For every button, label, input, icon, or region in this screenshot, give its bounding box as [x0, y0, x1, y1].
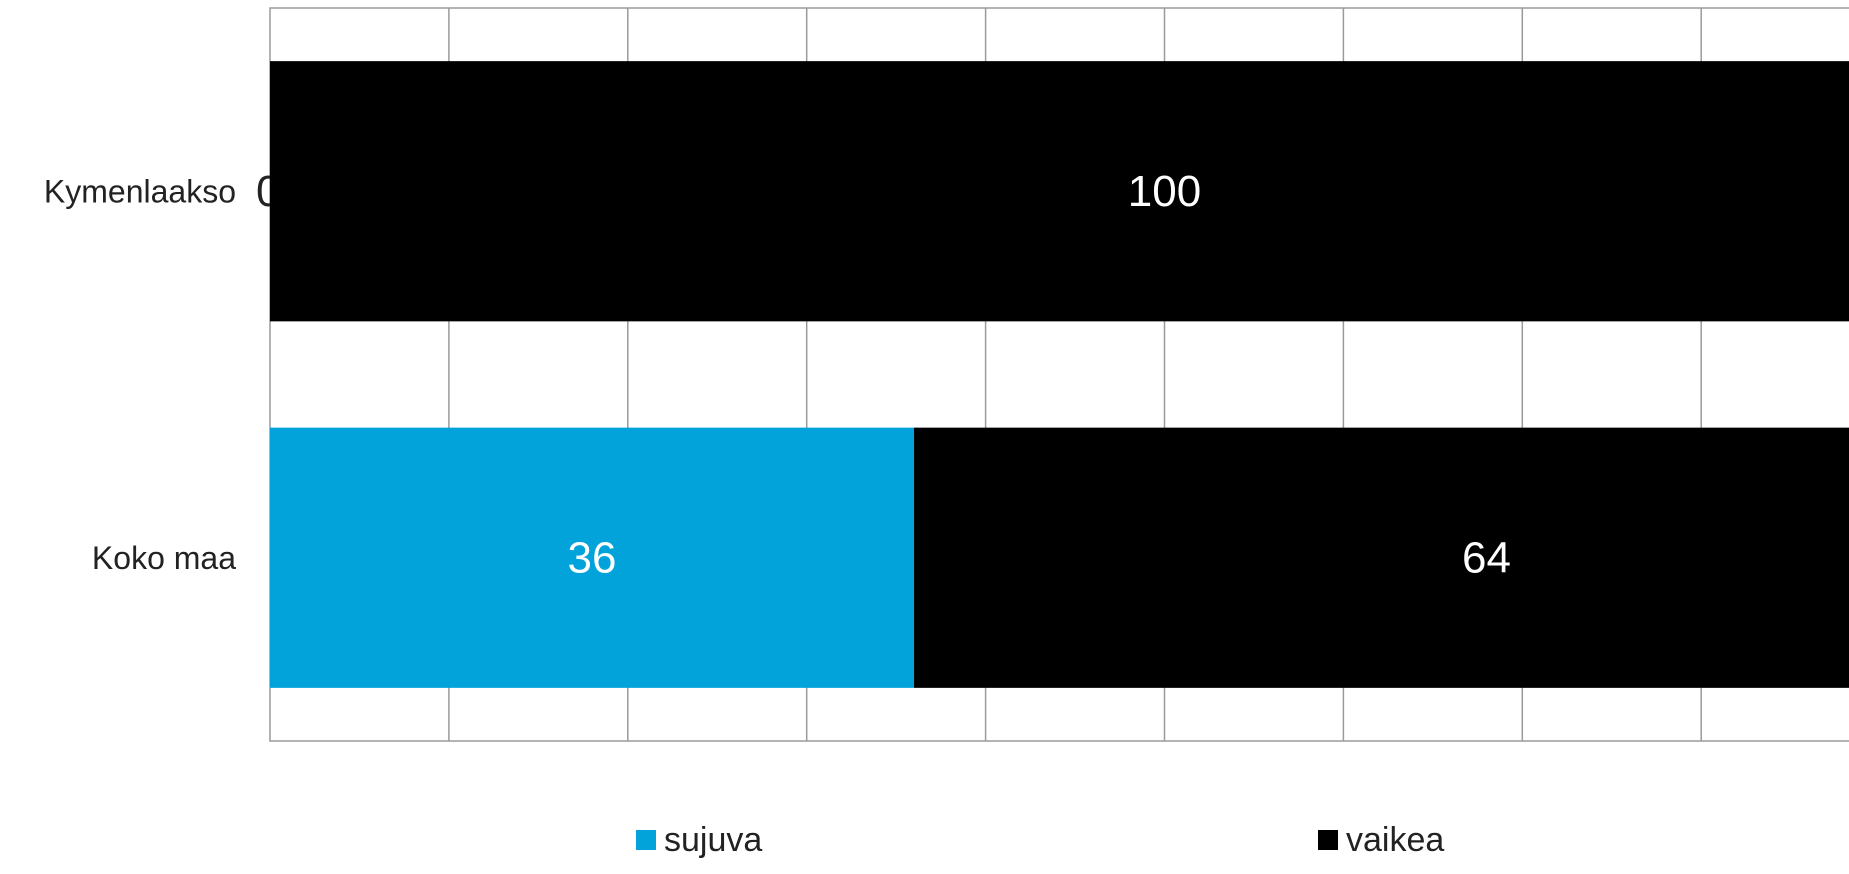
legend-label-vaikea: vaikea — [1346, 821, 1444, 859]
bar-segment-vaikea — [914, 427, 1849, 688]
data-label-vaikea: 100 — [1128, 167, 1201, 216]
legend-label-sujuva: sujuva — [664, 821, 762, 859]
category-label: Kymenlaakso — [44, 173, 236, 209]
legend-swatch-vaikea — [1318, 830, 1338, 850]
data-label-vaikea: 64 — [1462, 533, 1511, 582]
bar-segment-vaikea — [270, 61, 1849, 322]
bar-segment-sujuva — [270, 427, 915, 688]
category-label: Koko maa — [92, 540, 236, 576]
data-label-sujuva: 36 — [568, 533, 617, 582]
legend-swatch-sujuva — [636, 830, 656, 850]
